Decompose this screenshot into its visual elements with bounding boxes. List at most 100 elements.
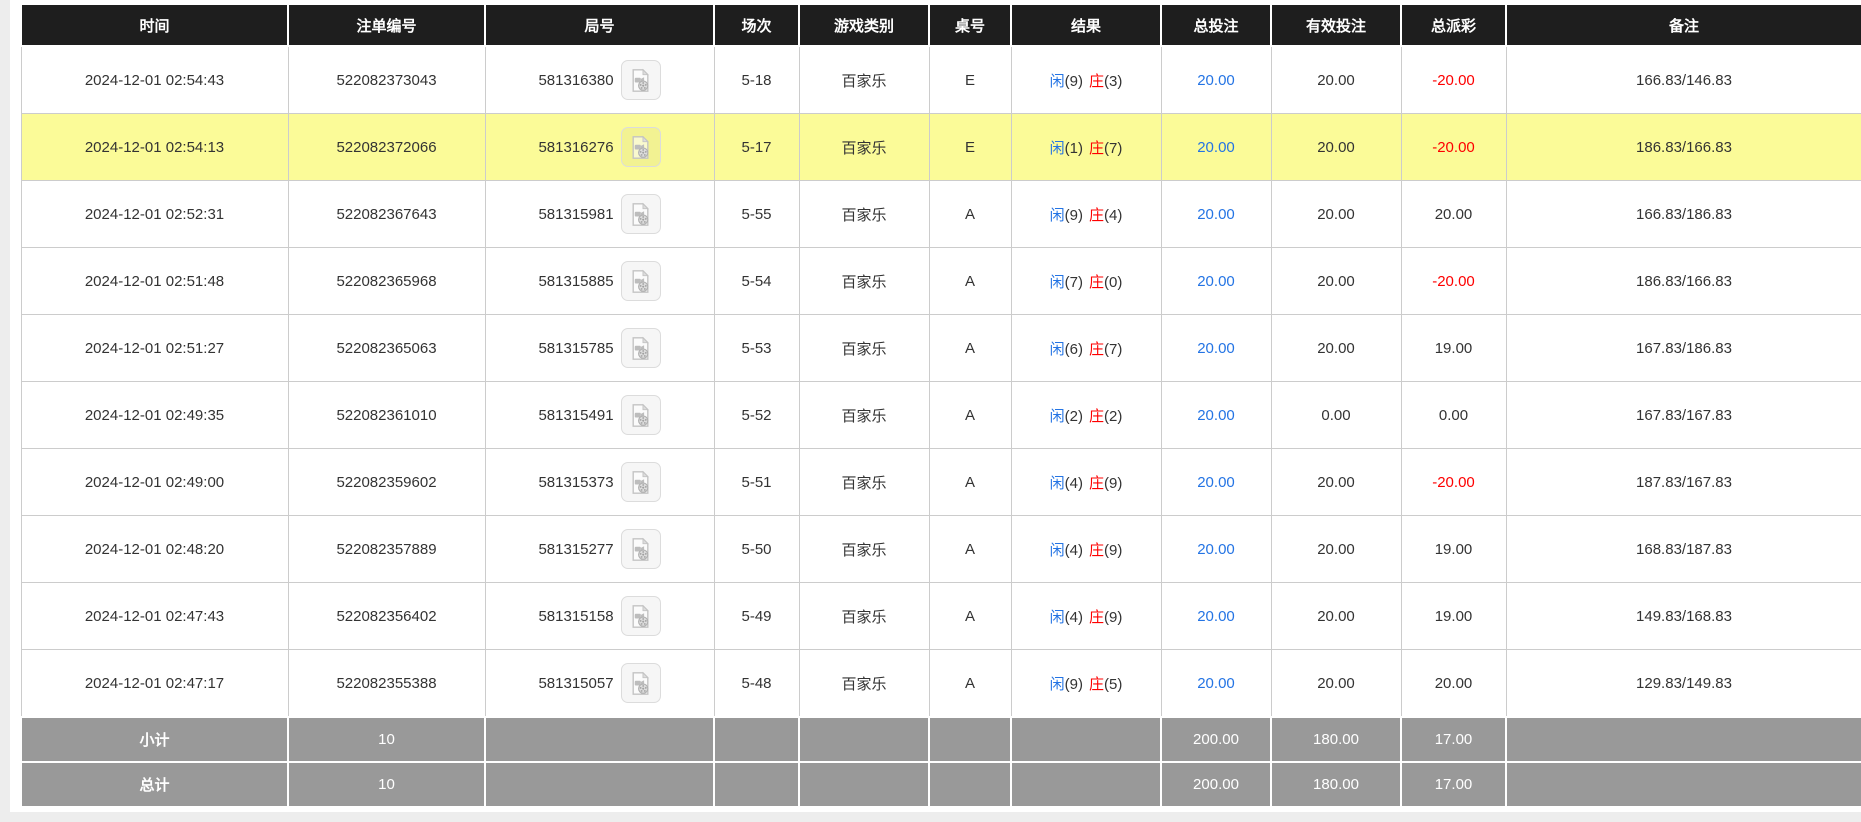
summary-empty-table	[928, 716, 1012, 763]
column-header-valid_bet: 有效投注	[1270, 3, 1402, 47]
cell-valid-bet: 20.00	[1270, 247, 1402, 315]
video-replay-button[interactable]	[620, 328, 661, 368]
result-banker-score: (9)	[1104, 541, 1123, 559]
video-replay-icon	[632, 604, 649, 628]
cell-round: 581315785	[484, 314, 715, 382]
video-replay-button[interactable]	[620, 663, 661, 703]
cell-result: 闲(6) 庄(7)	[1010, 314, 1162, 382]
video-replay-button[interactable]	[620, 462, 661, 502]
summary-payout: 17.00	[1400, 761, 1507, 808]
cell-session: 5-49	[713, 582, 800, 650]
cell-time: 2024-12-01 02:54:43	[20, 45, 289, 114]
summary-empty-round	[484, 716, 715, 763]
summary-count: 10	[287, 761, 486, 808]
cell-game-type: 百家乐	[798, 180, 930, 248]
cell-time: 2024-12-01 02:51:48	[20, 247, 289, 315]
summary-empty-game	[798, 716, 930, 763]
round-number: 581315373	[538, 473, 614, 491]
summary-payout: 17.00	[1400, 716, 1507, 763]
column-header-game: 游戏类别	[798, 3, 930, 47]
page-left-edge	[0, 0, 10, 822]
cell-valid-bet: 20.00	[1270, 180, 1402, 248]
video-replay-icon	[632, 537, 649, 561]
video-replay-button[interactable]	[620, 127, 661, 167]
cell-total-bet: 20.00	[1160, 582, 1272, 650]
cell-result: 闲(9) 庄(3)	[1010, 45, 1162, 114]
cell-session: 5-17	[713, 113, 800, 181]
cell-round: 581315277	[484, 515, 715, 583]
cell-session: 5-53	[713, 314, 800, 382]
summary-empty-round	[484, 761, 715, 808]
result-banker-score: (9)	[1104, 474, 1123, 492]
column-header-payout: 总派彩	[1400, 3, 1507, 47]
cell-result: 闲(9) 庄(5)	[1010, 649, 1162, 718]
cell-remark: 166.83/146.83	[1505, 45, 1861, 114]
cell-payout: 0.00	[1400, 381, 1507, 449]
video-replay-button[interactable]	[620, 194, 661, 234]
cell-session: 5-54	[713, 247, 800, 315]
cell-bet-id: 522082365968	[287, 247, 486, 315]
summary-count: 10	[287, 716, 486, 763]
cell-total-bet: 20.00	[1160, 314, 1272, 382]
cell-payout: -20.00	[1400, 113, 1507, 181]
page-bottom-edge	[0, 812, 1861, 822]
cell-valid-bet: 20.00	[1270, 582, 1402, 650]
summary-row: 小计 10 200.00 180.00 17.00	[20, 716, 1861, 763]
cell-total-bet: 20.00	[1160, 180, 1272, 248]
result-player-label: 闲	[1049, 72, 1065, 90]
cell-result: 闲(7) 庄(0)	[1010, 247, 1162, 315]
cell-table-no: A	[928, 247, 1012, 315]
result-banker-label: 庄	[1089, 541, 1105, 559]
cell-result: 闲(4) 庄(9)	[1010, 515, 1162, 583]
cell-valid-bet: 20.00	[1270, 113, 1402, 181]
table-row: 2024-12-01 02:47:43 522082356402 5813151…	[20, 582, 1861, 650]
table-row: 2024-12-01 02:47:17 522082355388 5813150…	[20, 649, 1861, 718]
result-banker-label: 庄	[1089, 139, 1105, 157]
video-replay-icon	[632, 269, 649, 293]
cell-game-type: 百家乐	[798, 649, 930, 718]
result-player-label: 闲	[1049, 206, 1065, 224]
video-replay-button[interactable]	[620, 261, 661, 301]
summary-valid-bet: 180.00	[1270, 716, 1402, 763]
cell-total-bet: 20.00	[1160, 45, 1272, 114]
result-player-label: 闲	[1049, 273, 1065, 291]
video-replay-button[interactable]	[620, 60, 661, 100]
result-banker-score: (2)	[1104, 407, 1123, 425]
cell-valid-bet: 20.00	[1270, 314, 1402, 382]
cell-total-bet: 20.00	[1160, 381, 1272, 449]
column-header-session: 场次	[713, 3, 800, 47]
cell-session: 5-18	[713, 45, 800, 114]
summary-empty-table	[928, 761, 1012, 808]
cell-time: 2024-12-01 02:49:00	[20, 448, 289, 516]
result-banker-label: 庄	[1089, 206, 1105, 224]
cell-game-type: 百家乐	[798, 45, 930, 114]
result-player-score: (9)	[1064, 72, 1083, 90]
video-replay-button[interactable]	[620, 395, 661, 435]
result-player-label: 闲	[1049, 541, 1065, 559]
table-row: 2024-12-01 02:51:48 522082365968 5813158…	[20, 247, 1861, 315]
table-row: 2024-12-01 02:49:35 522082361010 5813154…	[20, 381, 1861, 449]
round-number: 581315057	[538, 674, 614, 692]
table-header-row: 时间 注单编号 局号 场次 游戏类别 桌号 结果 总投注 有效投注 总派彩 备注	[20, 3, 1861, 47]
result-player-score: (2)	[1064, 407, 1083, 425]
cell-table-no: E	[928, 113, 1012, 181]
bet-history-table: 时间 注单编号 局号 场次 游戏类别 桌号 结果 总投注 有效投注 总派彩 备注 2024-12-0…	[20, 3, 1861, 808]
video-replay-icon	[632, 403, 649, 427]
cell-bet-id: 522082361010	[287, 381, 486, 449]
video-replay-button[interactable]	[620, 596, 661, 636]
table-row: 2024-12-01 02:51:27 522082365063 5813157…	[20, 314, 1861, 382]
video-replay-button[interactable]	[620, 529, 661, 569]
result-player-score: (4)	[1064, 474, 1083, 492]
result-banker-score: (0)	[1104, 273, 1123, 291]
cell-table-no: A	[928, 515, 1012, 583]
result-banker-score: (9)	[1104, 608, 1123, 626]
result-banker-score: (3)	[1104, 72, 1123, 90]
cell-game-type: 百家乐	[798, 113, 930, 181]
cell-time: 2024-12-01 02:49:35	[20, 381, 289, 449]
table-row: 2024-12-01 02:48:20 522082357889 5813152…	[20, 515, 1861, 583]
summary-label: 小计	[20, 716, 289, 763]
summary-label: 总计	[20, 761, 289, 808]
result-banker-score: (4)	[1104, 206, 1123, 224]
cell-valid-bet: 0.00	[1270, 381, 1402, 449]
result-player-score: (7)	[1064, 273, 1083, 291]
